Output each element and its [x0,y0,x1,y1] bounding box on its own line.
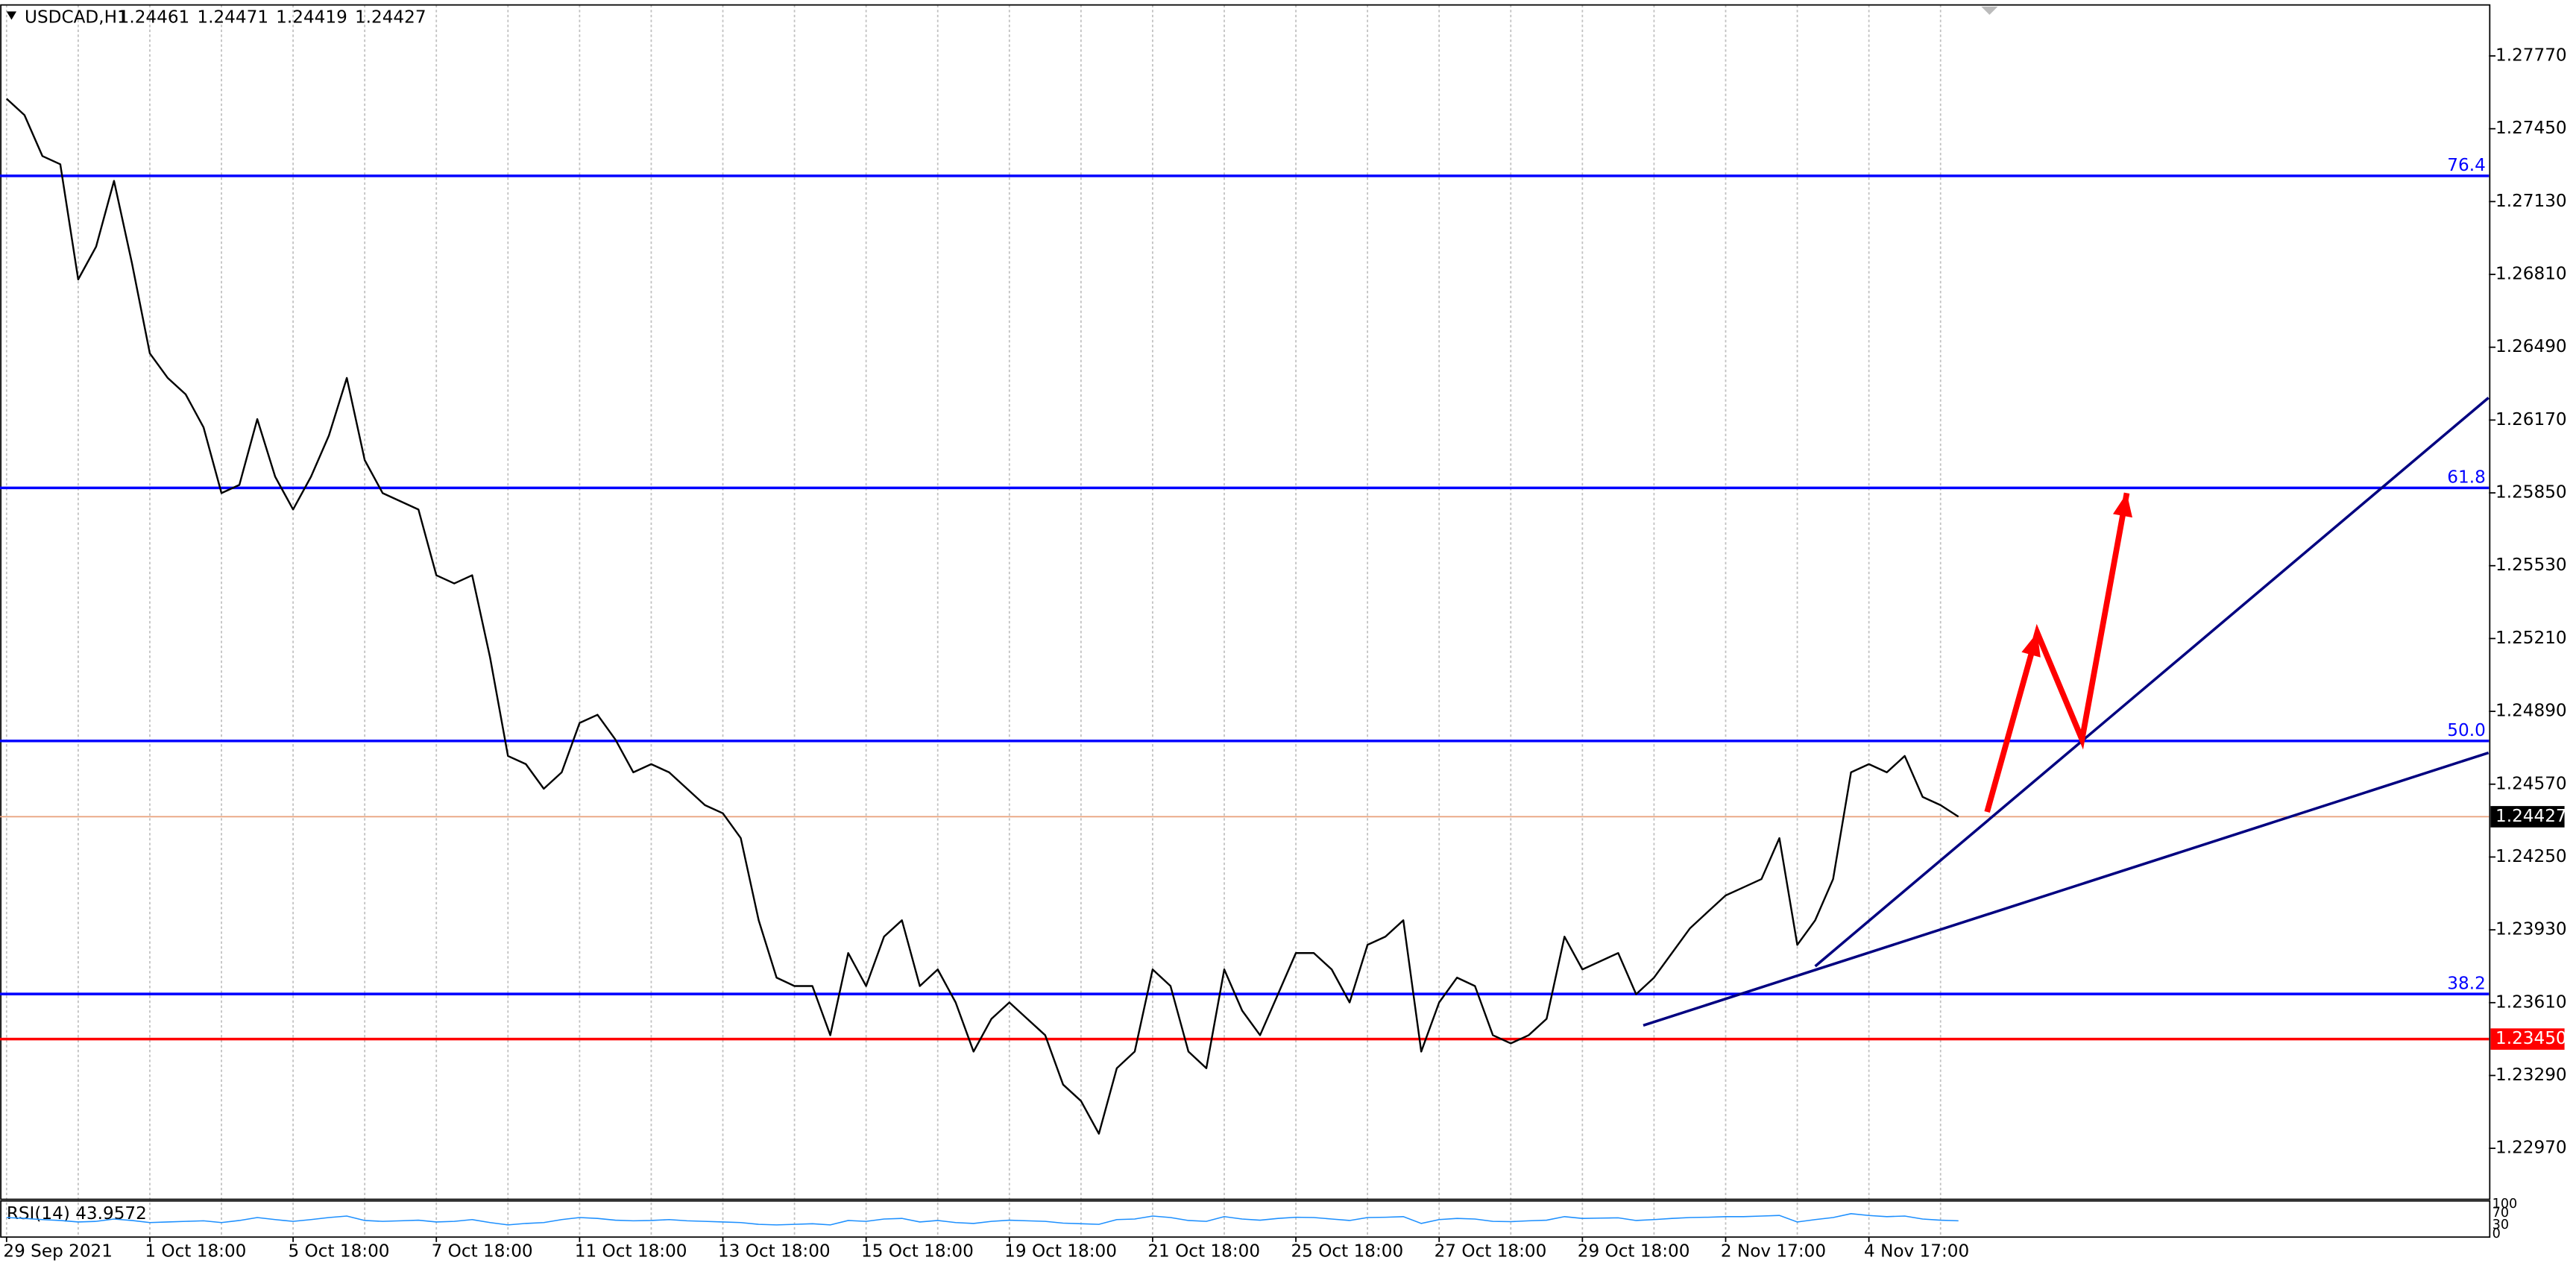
forecast-arrow [1984,492,2130,813]
y-tick-label: 1.23930 [2495,920,2567,939]
fib-level-label: 61.8 [2447,468,2486,488]
y-tick-label: 1.27770 [2495,45,2567,65]
arrow-head [2021,632,2041,658]
y-tick-label: 1.26810 [2495,265,2567,284]
x-tick-label: 2 Nov 17:00 [1721,1242,1826,1262]
fib-level-label: 38.2 [2447,974,2486,993]
plot-frame [0,4,2491,1200]
header-value: 1.24471 [197,8,268,28]
grid-layer [5,4,1942,1236]
x-tick-label: 5 Oct 18:00 [288,1242,389,1262]
x-tick-label: 13 Oct 18:00 [718,1242,831,1262]
current-price-box [2490,806,2565,828]
y-tick-label: 1.23610 [2495,992,2567,1012]
header-value: 1.24427 [355,8,426,28]
y-tick-label: 1.27130 [2495,192,2567,211]
x-tick-label: 29 Oct 18:00 [1578,1242,1690,1262]
shift-marker[interactable] [1981,6,1998,15]
alert-price-label: 1.23450 [2495,1029,2567,1048]
x-tick-label: 25 Oct 18:00 [1291,1242,1403,1262]
x-tick-label: 29 Sep 2021 [3,1242,113,1262]
rsi-frame [0,1200,2491,1238]
rsi-tick-label: 0 [2492,1226,2501,1241]
fib-level-label: 76.4 [2447,156,2486,175]
y-tick-label: 1.24890 [2495,702,2567,721]
alert-price-box [2490,1028,2565,1050]
rsi-line [6,1213,1959,1226]
x-tick-label: 15 Oct 18:00 [861,1242,974,1262]
rsi-tick-label: 70 [2492,1206,2509,1221]
y-tick-label: 1.24570 [2495,774,2567,793]
x-tick-label: 1 Oct 18:00 [145,1242,246,1262]
menu-triangle[interactable] [6,11,17,20]
chart-title: USDCAD,H1 [25,8,128,28]
y-tick-label: 1.26170 [2495,410,2567,429]
y-tick-label: 1.24250 [2495,847,2567,866]
y-tick-label: 1.27450 [2495,119,2567,138]
y-tick-label: 1.22970 [2495,1139,2567,1158]
y-tick-label: 1.25850 [2495,483,2567,503]
trendline [1814,397,2490,968]
y-tick-label: 1.23290 [2495,1065,2567,1085]
rsi-tick-label: 100 [2492,1197,2518,1212]
x-tick-label: 11 Oct 18:00 [575,1242,687,1262]
x-tick-label: 19 Oct 18:00 [1004,1242,1117,1262]
price-line [5,98,1959,1135]
y-tick-label: 1.25530 [2495,555,2567,575]
x-tick-label: 7 Oct 18:00 [432,1242,533,1262]
x-tick-label: 4 Nov 17:00 [1864,1242,1969,1262]
fib-level-label: 50.0 [2447,721,2486,740]
header-values: 1.24461 1.24471 1.24419 1.24427 [119,8,426,28]
rsi-tick-label: 30 [2492,1218,2509,1232]
x-tick-label: 21 Oct 18:00 [1147,1242,1260,1262]
header-value: 1.24419 [276,8,347,28]
current-price-label: 1.24427 [2495,807,2567,826]
x-tick-label: 27 Oct 18:00 [1435,1242,1547,1262]
y-tick-label: 1.26490 [2495,337,2567,356]
arrow-head [2112,493,2132,518]
y-tick-label: 1.25210 [2495,629,2567,648]
trendline [1643,751,2490,1027]
header-value: 1.24461 [119,8,190,28]
